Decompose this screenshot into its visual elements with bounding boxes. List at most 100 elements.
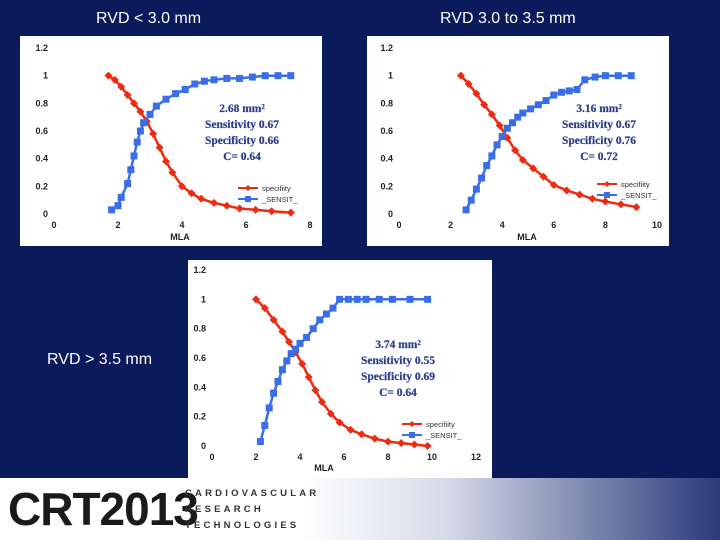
legend-sensitivity-marker	[409, 432, 415, 438]
sensitivity-point	[287, 350, 295, 358]
specificity-point	[529, 164, 538, 173]
sensitivity-point	[601, 72, 609, 80]
sensitivity-point	[108, 206, 116, 214]
sensitivity-point	[388, 295, 396, 303]
sensitivity-point	[406, 295, 414, 303]
y-tick-label: 1	[388, 71, 393, 81]
stats-annotation: C= 0.64	[379, 387, 417, 399]
y-tick-label: 1	[201, 294, 206, 304]
y-tick-label: 0.2	[193, 412, 206, 422]
sensitivity-point	[519, 109, 527, 117]
y-tick-label: 0.6	[380, 126, 393, 136]
legend-sensitivity-marker	[245, 196, 251, 202]
sensitivity-point	[514, 113, 522, 121]
y-tick-label: 1.2	[35, 43, 48, 53]
specificity-point	[162, 157, 170, 166]
specificity-point	[178, 182, 186, 191]
sensitivity-point	[375, 295, 383, 303]
y-tick-label: 0.2	[35, 181, 48, 191]
legend-specificity-label: specifiity	[621, 180, 650, 189]
specificity-point	[222, 201, 231, 210]
legend-sensitivity-label: _SENSIT_	[261, 195, 298, 204]
logo-crt-text: CRT	[8, 483, 101, 535]
specificity-point	[335, 418, 344, 427]
specificity-point	[123, 91, 132, 100]
x-tick-label: 12	[471, 452, 481, 462]
roc-chart-rvd-under-3: 0 0.2 0.4 0.6 0.8 1 1.2 0 2 4 6 8 MLA 2.68 mm² Sensiti…	[35, 43, 312, 242]
specificity-point	[549, 180, 558, 189]
sensitivity-point	[191, 80, 199, 88]
stats-annotation: 2.68 mm²	[219, 103, 265, 115]
specificity-point	[210, 198, 218, 207]
y-tick-label: 0	[388, 209, 393, 219]
sensitivity-point	[181, 86, 189, 93]
stats-annotation: Sensitivity 0.67	[205, 119, 279, 131]
sensitivity-point	[542, 97, 550, 105]
x-tick-label: 10	[427, 452, 437, 462]
caption-rvd-over-3-5: RVD > 3.5 mm	[47, 351, 153, 368]
sensitivity-point	[424, 295, 432, 303]
sensitivity-point	[261, 421, 269, 429]
x-tick-label: 8	[385, 452, 390, 462]
specificity-point	[267, 207, 276, 216]
specificity-point	[495, 121, 504, 130]
stats-annotation: Specificity 0.66	[205, 135, 279, 147]
specificity-point	[260, 304, 269, 313]
sensitivity-point	[488, 152, 496, 160]
sensitivity-point	[467, 196, 475, 204]
x-tick-label: 4	[179, 220, 184, 230]
specificity-point	[251, 205, 260, 214]
legend-specificity-marker	[604, 181, 610, 187]
sensitivity-point	[133, 138, 141, 146]
logo-line-technologies: TECHNOLOGIES	[185, 520, 300, 531]
specificity-point	[149, 129, 158, 138]
sensitivity-point	[316, 316, 324, 324]
caption-rvd-under-3: RVD < 3.0 mm	[96, 10, 202, 27]
specificity-point	[370, 434, 379, 443]
chart-panel-rvd-3-to-3-5: 0 0.2 0.4 0.6 0.8 1 1.2 0 2 4 6 8 10 MLA 3.16 mm² Sensi…	[367, 36, 669, 246]
specificity-point	[518, 156, 527, 165]
x-tick-label: 6	[551, 220, 556, 230]
sensitivity-point	[136, 127, 144, 135]
specificity-point	[117, 82, 126, 91]
sensitivity-point	[274, 72, 282, 80]
x-tick-label: 8	[603, 220, 608, 230]
sensitivity-point	[124, 180, 132, 188]
sensitivity-point	[256, 438, 264, 446]
sensitivity-point	[278, 366, 286, 374]
specificity-point	[110, 75, 119, 84]
x-axis-label: MLA	[170, 232, 190, 242]
stats-annotation: 3.16 mm²	[576, 103, 622, 115]
legend-specificity-label: specifiity	[426, 420, 455, 429]
specificity-point	[480, 100, 489, 109]
sensitivity-point	[261, 72, 269, 80]
specificity-point	[357, 430, 366, 439]
sensitivity-point	[210, 76, 218, 84]
roc-chart-rvd-over-3-5: 0 0.2 0.4 0.6 0.8 1 1.2 0 2 4 6 8 10 12 MLA 3.74 mm² Sen…	[193, 265, 481, 473]
y-tick-label: 1.2	[380, 43, 393, 53]
sensitivity-point	[292, 345, 300, 353]
specificity-point	[136, 107, 145, 116]
sensitivity-point	[296, 339, 304, 347]
specificity-point	[155, 143, 164, 152]
sensitivity-point	[248, 73, 256, 81]
sensitivity-point	[274, 377, 282, 385]
x-tick-label: 10	[652, 220, 662, 230]
specificity-point	[410, 440, 419, 449]
sensitivity-point	[336, 295, 344, 303]
sensitivity-point	[236, 74, 244, 82]
specificity-point	[278, 327, 287, 336]
sensitivity-point	[353, 295, 361, 303]
legend-specificity-label: specifiity	[262, 184, 291, 193]
x-tick-label: 0	[51, 220, 56, 230]
sensitivity-point	[550, 91, 558, 99]
sensitivity-point	[527, 105, 535, 113]
stats-annotation: Sensitivity 0.55	[361, 355, 435, 367]
x-tick-label: 0	[209, 452, 214, 462]
y-tick-label: 0.4	[193, 382, 206, 392]
specificity-point	[632, 203, 641, 212]
y-tick-label: 0.4	[35, 154, 48, 164]
sensitivity-point	[627, 72, 635, 80]
specificity-point	[562, 186, 571, 195]
crt-logo: CRT2013	[8, 482, 199, 536]
